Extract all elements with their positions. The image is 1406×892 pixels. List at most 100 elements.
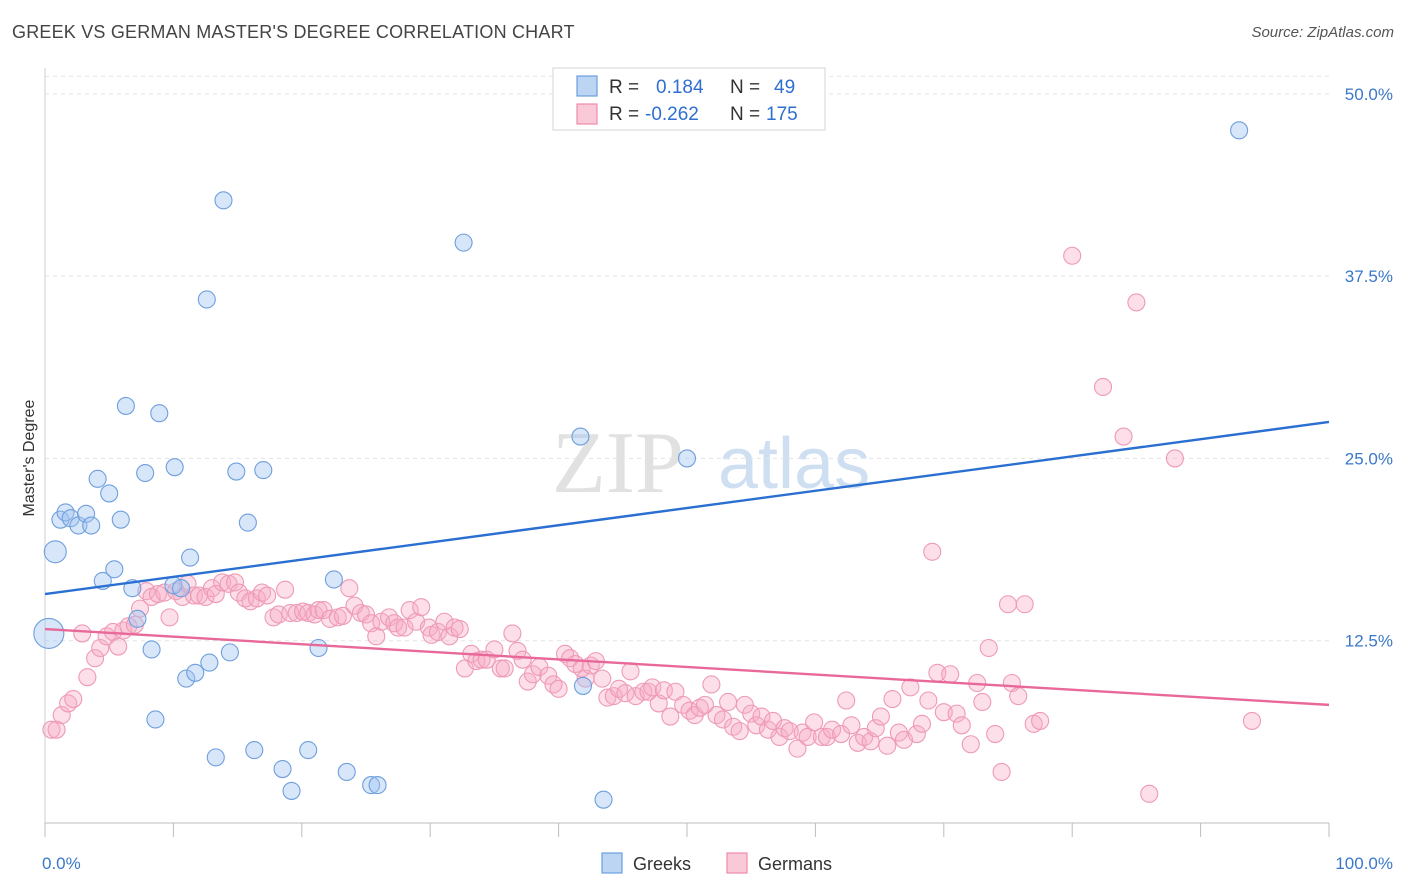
germans-point: [91, 638, 110, 658]
greeks-point: [128, 609, 147, 628]
germans-point: [593, 669, 612, 688]
germans-point: [842, 716, 861, 735]
germans-point: [73, 624, 92, 643]
greeks-point: [227, 462, 246, 481]
germans-point: [78, 668, 97, 687]
germans-point: [428, 622, 447, 642]
germans-point: [919, 691, 938, 710]
legend-swatch-germans: [576, 103, 598, 125]
greeks-point: [150, 404, 169, 423]
germans-point: [730, 722, 749, 741]
germans-point: [109, 637, 128, 656]
greeks-point: [33, 617, 65, 649]
greeks-point: [573, 676, 593, 695]
germans-point: [400, 601, 419, 620]
germans-point: [986, 724, 1005, 744]
germans-point: [788, 739, 807, 758]
greeks-point: [186, 663, 205, 682]
greeks-point: [254, 461, 273, 480]
germans-point: [450, 620, 469, 639]
greeks-point: [324, 570, 343, 589]
germans-point: [770, 727, 789, 747]
axes: 0.0% 100.0%: [42, 68, 1393, 873]
legend-n-label-greeks: N =: [730, 77, 760, 98]
germans-point: [1114, 427, 1133, 446]
greeks-point: [368, 776, 387, 795]
y-tick-label: 37.5%: [1345, 267, 1393, 286]
germans-point: [713, 710, 733, 729]
x-tick-label-max: 100.0%: [1335, 854, 1393, 873]
germans-point: [64, 689, 83, 709]
greeks-point: [309, 638, 328, 658]
germans-point: [878, 736, 897, 755]
germans-point: [539, 666, 558, 685]
germans-point: [1140, 784, 1159, 803]
series-legend: Greeks Germans: [601, 852, 832, 874]
germans-point: [247, 589, 266, 608]
greeks-point: [177, 669, 196, 688]
germans-point: [992, 762, 1011, 782]
x-tick-label-min: 0.0%: [42, 854, 81, 873]
germans-point: [252, 583, 272, 602]
greeks-point: [146, 710, 165, 729]
germans-point: [1165, 449, 1184, 468]
greeks-point: [165, 458, 184, 477]
greeks-point: [571, 427, 590, 446]
legend-n-label-germans: N =: [730, 104, 760, 125]
germans-point: [503, 624, 522, 643]
legend-r-value-germans: -0.262: [645, 104, 699, 125]
germans-point: [695, 695, 715, 714]
greeks-series: [33, 121, 1249, 809]
germans-point: [148, 585, 168, 604]
germans-point: [961, 735, 980, 754]
greeks-point: [1230, 121, 1249, 140]
germans-point: [654, 681, 673, 700]
bottom-legend-label-germans: Germans: [758, 854, 832, 874]
germans-point: [52, 706, 71, 725]
germans-point: [643, 678, 662, 697]
greeks-point: [677, 449, 697, 468]
greeks-point: [105, 560, 124, 579]
y-tick-label: 50.0%: [1345, 85, 1393, 104]
germans-point: [1093, 377, 1113, 397]
greeks-point: [245, 741, 264, 760]
correlation-legend: R = 0.184 N = 49 R = -0.262 N = 175: [552, 67, 826, 131]
y-tick-label: 12.5%: [1345, 632, 1393, 651]
germans-point: [485, 640, 504, 659]
germans-point: [747, 716, 766, 735]
greeks-point: [594, 790, 613, 809]
germans-point: [661, 707, 680, 726]
greeks-point: [214, 191, 233, 210]
germans-point: [86, 649, 105, 668]
germans-point: [742, 704, 761, 723]
germans-point: [812, 727, 831, 747]
germans-point: [837, 691, 856, 710]
germans-point: [412, 598, 431, 617]
germans-point: [621, 662, 640, 681]
germans-point: [508, 641, 527, 660]
greeks-point: [56, 503, 75, 522]
germans-point: [333, 606, 352, 625]
bottom-legend-swatch-germans: [726, 852, 748, 874]
germans-point: [634, 682, 653, 701]
germans-point: [866, 719, 885, 738]
greeks-point: [172, 579, 191, 598]
germans-point: [269, 605, 288, 624]
germans-point: [690, 698, 709, 717]
greeks-trend-line: [44, 420, 1330, 596]
germans-point: [440, 627, 459, 646]
germans-point: [495, 659, 514, 678]
germans-point: [883, 689, 902, 709]
germans-point: [763, 711, 783, 730]
greeks-point: [100, 484, 119, 503]
greeks-point: [299, 741, 318, 760]
germans-point: [719, 692, 738, 712]
greeks-point: [362, 776, 381, 795]
bottom-legend-label-greeks: Greeks: [633, 854, 691, 874]
germans-point: [973, 692, 992, 712]
legend-r-value-greeks: 0.184: [656, 77, 704, 98]
legend-swatch-greeks: [576, 75, 598, 97]
watermark: ZIP atlas: [552, 415, 870, 512]
legend-r-label-germans: R =: [609, 104, 639, 125]
